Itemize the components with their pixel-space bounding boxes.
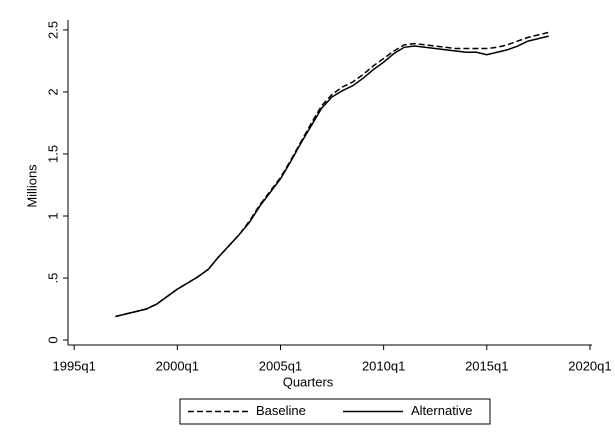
y-tick-label: .5	[45, 273, 60, 284]
y-tick-label: 1	[45, 212, 60, 219]
x-tick-label: 2010q1	[362, 358, 405, 373]
y-axis-title: Millions	[24, 164, 39, 208]
x-tick-label: 2015q1	[465, 358, 508, 373]
legend-box	[179, 398, 491, 425]
legend-label: Alternative	[411, 403, 472, 418]
y-tick-label: 2	[45, 88, 60, 95]
y-tick-label: 2.5	[45, 21, 60, 39]
x-tick-label: 2005q1	[259, 358, 302, 373]
legend-label: Baseline	[256, 403, 306, 418]
x-axis-title: Quarters	[283, 374, 334, 389]
x-tick-label: 2020q1	[568, 358, 611, 373]
y-tick-label: 0	[45, 336, 60, 343]
x-tick-label: 1995q1	[52, 358, 95, 373]
y-tick-label: 1.5	[45, 145, 60, 163]
x-tick-label: 2000q1	[156, 358, 199, 373]
series-line	[115, 35, 549, 318]
series-line	[115, 31, 549, 318]
